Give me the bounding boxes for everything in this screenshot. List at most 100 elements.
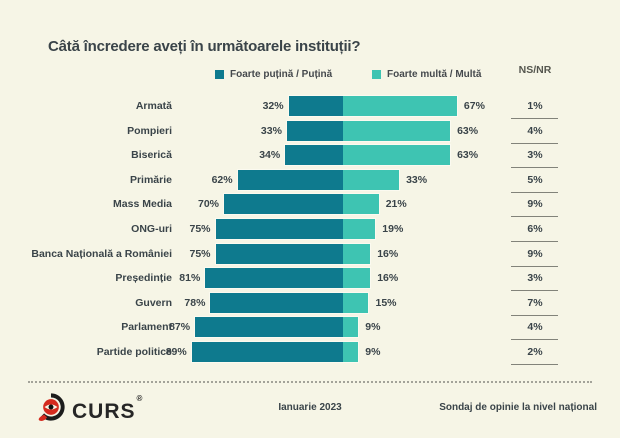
bar-negative [288, 96, 343, 116]
value-label-positive: 16% [377, 247, 399, 260]
footer-divider [28, 381, 592, 383]
bar-wrap [214, 218, 377, 240]
curs-logo: CURS® [36, 392, 142, 427]
nsnr-divider [511, 241, 558, 242]
value-label-positive: 9% [365, 346, 381, 358]
value-label-negative: 62% [211, 173, 233, 186]
chart-row: Guvern 78% 15% 7% [0, 291, 620, 316]
nsnr-value: 3% [527, 149, 543, 162]
chart-row: Biserică 34% 63% 3% [0, 144, 620, 169]
legend-item-positive: Foarte multă / Multă [372, 69, 481, 80]
nsnr-value: 2% [527, 346, 543, 358]
nsnr-divider [511, 290, 558, 292]
category-label: Banca Națională a României [31, 247, 172, 260]
bar-wrap [204, 267, 372, 290]
value-label-negative: 89% [165, 346, 187, 358]
bar-wrap [284, 144, 452, 167]
nsnr-divider [511, 339, 558, 341]
value-label-positive: 67% [463, 100, 485, 112]
bar-negative [215, 243, 343, 264]
bar-positive [342, 169, 400, 190]
bar-positive [342, 292, 369, 313]
legend-item-negative: Foarte puțină / Puțină [215, 69, 332, 80]
bar-negative [286, 120, 343, 141]
category-label: Pompieri [127, 124, 172, 137]
bar-wrap [214, 242, 372, 265]
nsnr-divider [511, 265, 558, 267]
nsnr-divider [511, 142, 558, 144]
chart-row: Armată 32% 67% 1% [0, 95, 620, 119]
bar-wrap [209, 291, 370, 314]
category-label: Armată [135, 100, 172, 112]
registered-mark: ® [136, 393, 144, 403]
category-label: Parlament [121, 321, 172, 334]
footer-date: Ianuarie 2023 [278, 402, 342, 413]
bar-positive [343, 194, 379, 215]
bar-wrap [236, 168, 401, 191]
value-label-positive: 16% [377, 272, 399, 285]
value-label-negative: 75% [189, 247, 211, 260]
chart-row: ONG-uri 75% 19% 6% [0, 218, 620, 242]
value-label-positive: 19% [382, 223, 404, 235]
legend-label-positive: Foarte multă / Multă [387, 69, 482, 80]
value-label-negative: 34% [259, 149, 281, 162]
nsnr-divider [511, 314, 558, 316]
category-label: Biserică [131, 149, 172, 162]
chart-row: Pompieri 33% 63% 4% [0, 119, 620, 144]
bar-positive [342, 317, 359, 338]
value-label-negative: 78% [184, 296, 206, 309]
nsnr-divider [511, 364, 558, 365]
legend-label-negative: Foarte puțină / Puțină [230, 69, 333, 80]
footer-note: Sondaj de opinie la nivel național [439, 402, 597, 413]
chart-legend: Foarte puțină / Puțină Foarte multă / Mu… [0, 69, 620, 83]
nsnr-value: 4% [527, 124, 543, 137]
bar-negative [285, 145, 343, 166]
legend-swatch [372, 70, 381, 79]
nsnr-divider [511, 167, 558, 169]
curs-logo-text: CURS® [72, 393, 144, 423]
bar-negative [210, 292, 343, 313]
curs-logo-icon [36, 392, 66, 427]
bar-wrap [285, 119, 452, 142]
bar-wrap [190, 341, 360, 363]
value-label-negative: 70% [197, 198, 219, 211]
bar-negative [195, 317, 343, 338]
nsnr-value: 9% [527, 247, 543, 260]
nsnr-value: 5% [527, 173, 543, 186]
bar-wrap [223, 193, 380, 216]
value-label-negative: 32% [262, 100, 284, 112]
category-label: Guvern [135, 296, 172, 309]
chart-row: Partide politice 89% 9% 2% [0, 341, 620, 365]
category-label: ONG-uri [131, 223, 172, 235]
page-title: Câtă încredere aveți în următoarele inst… [48, 38, 361, 55]
category-label: Mass Media [113, 198, 172, 211]
bar-positive [343, 219, 376, 239]
value-label-negative: 75% [189, 223, 211, 235]
bar-positive [343, 243, 371, 264]
value-label-negative: 81% [179, 272, 201, 285]
value-label-positive: 9% [365, 321, 381, 334]
value-label-positive: 33% [406, 173, 428, 186]
bar-positive [342, 120, 451, 141]
bar-positive [342, 145, 451, 166]
nsnr-value: 7% [527, 296, 543, 309]
bar-wrap [287, 95, 458, 117]
bar-negative [237, 169, 343, 190]
nsnr-value: 6% [527, 223, 543, 235]
value-label-positive: 15% [375, 296, 397, 309]
category-label: Președinție [115, 272, 172, 285]
bar-negative [215, 219, 343, 239]
bar-negative [191, 342, 343, 362]
category-label: Partide politice [96, 346, 172, 358]
chart-row: Parlament 87% 9% 4% [0, 316, 620, 341]
category-label: Primărie [129, 173, 172, 186]
chart-row: Președinție 81% 16% 3% [0, 267, 620, 292]
nsnr-value: 1% [527, 100, 543, 112]
nsnr-value: 9% [527, 198, 543, 211]
nsnr-column-header: NS/NR [518, 64, 552, 76]
bar-positive [342, 268, 371, 289]
nsnr-value: 3% [527, 272, 543, 285]
chart-row: Primărie 62% 33% 5% [0, 168, 620, 193]
value-label-negative: 33% [260, 124, 282, 137]
bar-negative [205, 268, 343, 289]
